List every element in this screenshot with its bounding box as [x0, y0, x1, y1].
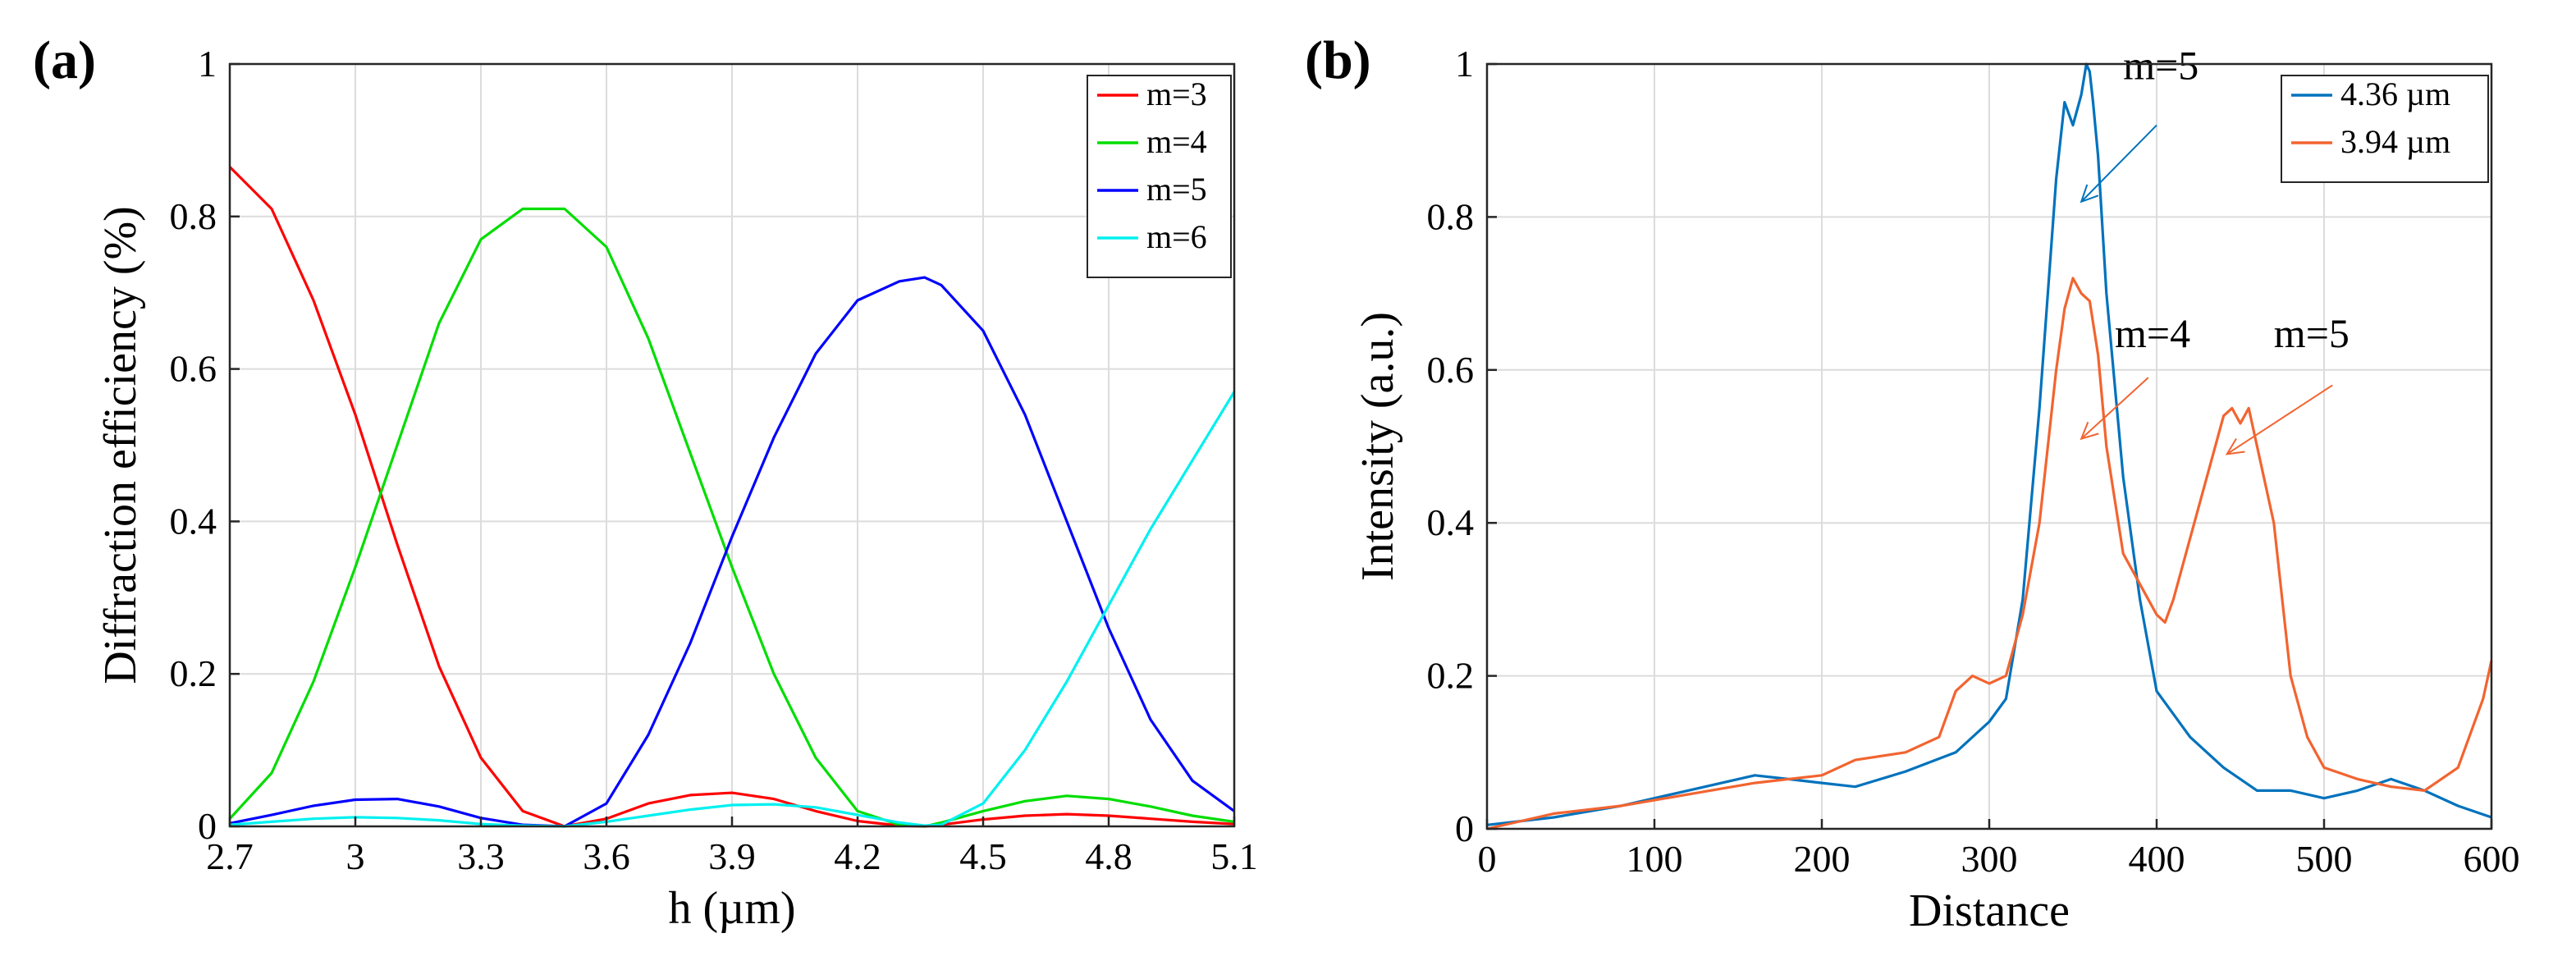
series-line-m-5 [229, 276, 1235, 828]
annotation-label: m=5 [2274, 310, 2350, 356]
annotation-arrowhead [2080, 184, 2099, 204]
annotation-arrow [2080, 377, 2149, 440]
legend-label: m=4 [1146, 123, 1207, 160]
legend-box [1087, 75, 1232, 278]
y-tick-label: 0.6 [170, 348, 217, 390]
legend-label: 4.36 µm [2340, 75, 2450, 112]
y-tick-label: 0.4 [170, 500, 217, 542]
panel-b-annotations: m=5 m=4 m=5 [2080, 43, 2350, 455]
panel-a-label: (a) [33, 30, 96, 90]
legend-box [2281, 75, 2489, 183]
panel-a-xlabel: h (µm) [668, 883, 795, 934]
panel-b-xlabel: Distance [1909, 885, 2070, 936]
y-tick-label: 0 [1455, 807, 1474, 849]
legend-label: 3.94 µm [2340, 123, 2450, 160]
panel-a-legend: m=3 m=4 m=5 m=6 [1087, 75, 1232, 278]
series-line-m-6 [229, 391, 1236, 828]
panel-a-ylabel: Diffraction efficiency (%) [95, 206, 146, 684]
annotation-arrowhead [2080, 421, 2099, 441]
x-tick-label: 3.3 [457, 835, 505, 877]
x-tick-label: 400 [2129, 838, 2185, 880]
panel-a-grid [229, 63, 1235, 827]
x-tick-label: 4.5 [959, 835, 1007, 877]
panel-a-series [228, 166, 1236, 828]
y-tick-label: 0.4 [1427, 501, 1475, 543]
x-tick-label: 3 [346, 835, 365, 877]
annotation-arrow [2080, 124, 2157, 203]
x-tick-label: 600 [2464, 838, 2520, 880]
y-tick-label: 0.2 [1427, 655, 1475, 697]
annotation-arrow [2226, 384, 2333, 455]
panel-b-label: (b) [1305, 30, 1371, 90]
series-line-m-4 [228, 207, 1235, 828]
x-tick-label: 100 [1627, 838, 1683, 880]
annotation-arrowhead [2225, 437, 2245, 455]
series-line-3-94-m [1486, 277, 2493, 830]
x-tick-label: 3.6 [583, 835, 630, 877]
panel-a: (a) 2.7 3 3.3 3.6 3.9 4.2 4.5 4.8 5.1 0 0.2 0.4 0.6 0… [33, 30, 1258, 934]
panel-a-ticks: 2.7 3 3.3 3.6 3.9 4.2 4.5 4.8 5.1 0 0.2 0.4 0.6 0.8 1 [170, 43, 1258, 877]
y-tick-label: 0 [198, 805, 217, 847]
legend-label: m=6 [1146, 218, 1207, 255]
annotation-label: m=4 [2115, 310, 2190, 356]
x-tick-label: 3.9 [708, 835, 756, 877]
x-tick-label: 200 [1794, 838, 1851, 880]
x-tick-label: 300 [1961, 838, 2018, 880]
legend-label: m=3 [1146, 75, 1207, 112]
annotation-label: m=5 [2123, 43, 2199, 89]
panel-b-legend: 4.36 µm 3.94 µm [2281, 75, 2489, 183]
legend-label: m=5 [1146, 171, 1207, 208]
y-tick-label: 0.6 [1427, 349, 1475, 391]
panel-b: (b) m=5 m=4 m=5 0 100 200 300 400 500 600 0 0.2 0.4… [1305, 30, 2520, 936]
y-tick-label: 0.8 [1427, 195, 1475, 237]
x-tick-label: 2.7 [206, 835, 254, 877]
x-tick-label: 0 [1478, 838, 1497, 880]
x-tick-label: 4.2 [834, 835, 881, 877]
x-tick-label: 4.8 [1085, 835, 1132, 877]
y-tick-label: 0.8 [170, 195, 217, 237]
series-line-m-3 [228, 166, 1235, 828]
y-tick-label: 0.2 [170, 652, 217, 694]
y-tick-label: 1 [198, 43, 217, 85]
y-tick-label: 1 [1455, 43, 1474, 85]
x-tick-label: 500 [2296, 838, 2353, 880]
x-tick-label: 5.1 [1210, 835, 1258, 877]
panel-b-ticks: 0 100 200 300 400 500 600 0 0.2 0.4 0.6 0.8 1 [1427, 43, 2520, 880]
panel-b-ylabel: Intensity (a.u.) [1352, 312, 1403, 581]
